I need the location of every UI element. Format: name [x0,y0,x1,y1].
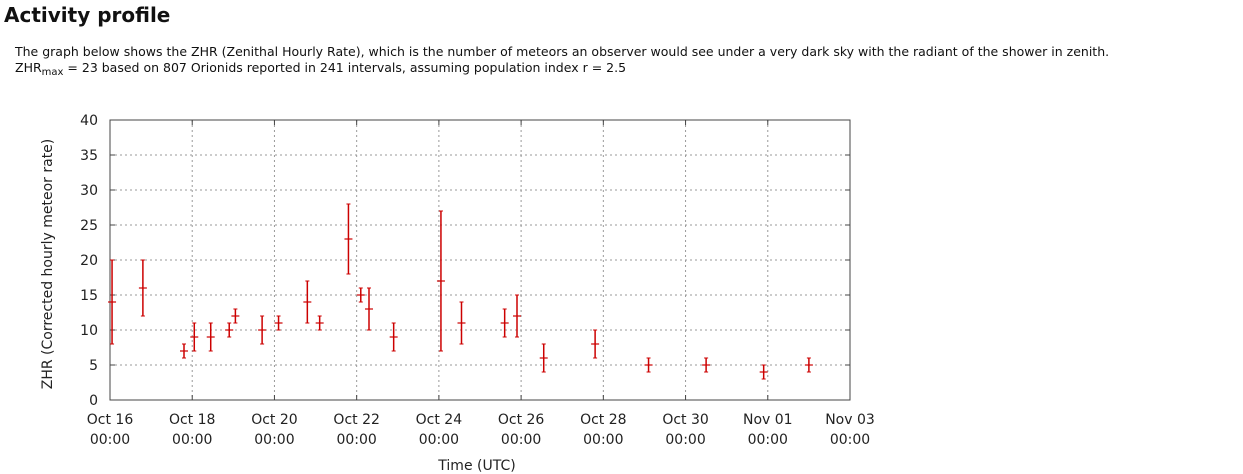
y-tick-label: 10 [80,323,98,339]
data-point [180,343,188,359]
x-axis-label: Time (UTC) [437,458,515,474]
x-tick-label: Oct 26 [498,412,545,428]
y-axis-label: ZHR (Corrected hourly meteor rate) [40,139,56,390]
x-tick-label: 00:00 [336,432,376,448]
x-tick-label: Oct 30 [662,412,708,428]
x-tick-label: 00:00 [665,432,705,448]
data-point [274,315,283,331]
x-tick-label: Nov 01 [743,412,793,428]
grid [110,120,850,400]
data-point [315,315,324,331]
x-tick-label: Nov 03 [825,412,875,428]
y-tick-label: 40 [80,113,98,129]
x-tick-label: Oct 18 [169,412,215,428]
zhr-subscript: max [41,67,64,78]
x-tick-label: 00:00 [583,432,623,448]
y-tick-label: 5 [89,358,98,374]
data-point [759,364,768,380]
data-point [644,357,653,373]
data-point [804,357,813,373]
data-point [702,357,711,373]
data-point [225,322,234,338]
x-tick-label: Oct 16 [87,412,134,428]
x-tick-label: 00:00 [501,432,541,448]
data-point [344,203,353,275]
description: The graph below shows the ZHR (Zenithal … [15,44,1109,81]
x-tick-label: Oct 20 [251,412,297,428]
data-point [389,322,398,352]
data-point [356,287,365,303]
axis-ticks [109,119,851,401]
x-tick-label: Oct 28 [580,412,626,428]
y-tick-labels: 0 5 10 15 20 25 30 35 40 [80,113,98,409]
data-point [365,287,373,331]
data-point [539,343,548,373]
y-tick-label: 30 [80,183,98,199]
x-tick-label: Oct 22 [333,412,379,428]
zhr-summary: ZHRmax = 23 based on 807 Orionids report… [15,60,1109,81]
data-point [513,294,521,338]
x-tick-label: 00:00 [254,432,294,448]
x-tick-label: 00:00 [172,432,212,448]
data-point [258,315,267,345]
page-title: Activity profile [4,3,171,27]
x-tick-label: 00:00 [748,432,788,448]
x-tick-label: 00:00 [830,432,870,448]
y-tick-label: 25 [80,218,98,234]
zhr-prefix: ZHR [15,60,42,75]
data-point [231,308,240,324]
data-point [436,210,445,352]
data-point [206,322,215,352]
data-point [500,308,509,338]
data-point [457,301,466,345]
y-tick-label: 20 [80,253,98,269]
y-tick-label: 15 [80,288,98,304]
x-tick-labels: Oct 16 00:00 Oct 18 00:00 Oct 20 00:00 Oct 22 0… [87,412,875,448]
data-point [591,329,600,359]
x-tick-label: Oct 24 [416,412,463,428]
y-tick-label: 0 [89,393,98,409]
data-point [303,280,312,324]
zhr-summary-text: = 23 based on 807 Orionids reported in 2… [63,60,627,75]
x-tick-label: 00:00 [419,432,459,448]
data-point [190,322,199,352]
data-series [108,203,813,380]
y-tick-label: 35 [80,148,98,164]
x-tick-label: 00:00 [90,432,130,448]
description-line: The graph below shows the ZHR (Zenithal … [15,44,1110,59]
data-point [108,259,117,345]
data-point [138,259,147,317]
